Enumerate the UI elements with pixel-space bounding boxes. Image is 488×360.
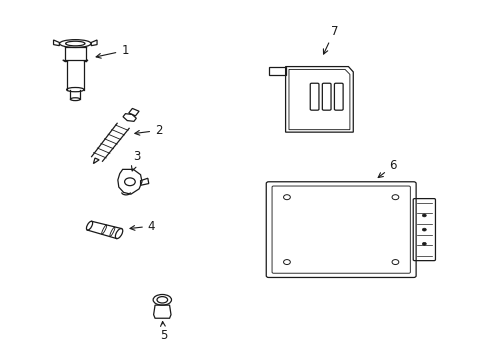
Circle shape <box>422 214 426 217</box>
Circle shape <box>422 242 426 245</box>
Text: 7: 7 <box>323 24 337 54</box>
Text: 2: 2 <box>135 124 162 137</box>
Text: 3: 3 <box>131 150 141 171</box>
Text: 1: 1 <box>96 44 128 58</box>
Text: 4: 4 <box>130 220 155 233</box>
Text: 5: 5 <box>160 321 167 342</box>
Text: 6: 6 <box>377 159 396 177</box>
Circle shape <box>422 228 426 231</box>
